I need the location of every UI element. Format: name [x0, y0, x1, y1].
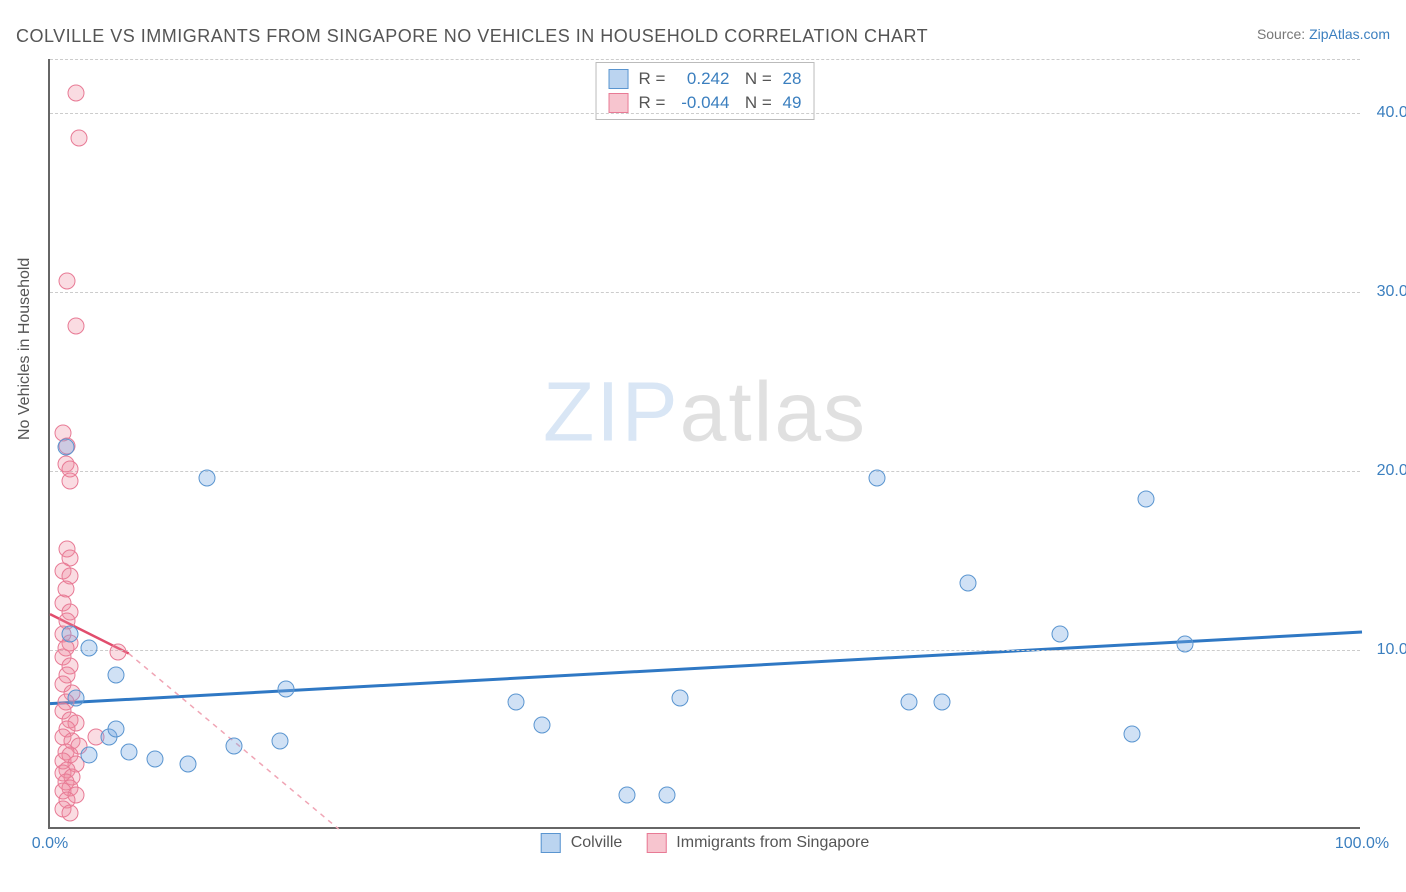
- chart-title: COLVILLE VS IMMIGRANTS FROM SINGAPORE NO…: [16, 26, 928, 47]
- gridline: [50, 292, 1360, 293]
- correlation-row: R =-0.044 N = 49: [609, 91, 802, 115]
- legend-item: Colville: [541, 833, 623, 853]
- data-point: [1176, 636, 1193, 653]
- r-value: -0.044: [671, 91, 729, 115]
- trend-lines: [50, 59, 1360, 827]
- data-point: [278, 681, 295, 698]
- gridline: [50, 471, 1360, 472]
- data-point: [61, 804, 78, 821]
- data-point: [534, 716, 551, 733]
- data-point: [59, 272, 76, 289]
- data-point: [107, 720, 124, 737]
- swatch-icon: [646, 833, 666, 853]
- data-point: [120, 743, 137, 760]
- source-link[interactable]: ZipAtlas.com: [1309, 26, 1390, 42]
- data-point: [57, 439, 74, 456]
- n-value: 49: [778, 91, 802, 115]
- data-point: [81, 639, 98, 656]
- swatch-icon: [609, 93, 629, 113]
- data-point: [61, 473, 78, 490]
- data-point: [61, 625, 78, 642]
- x-tick-label: 0.0%: [32, 835, 68, 853]
- y-tick-label: 30.0%: [1366, 283, 1406, 301]
- correlation-box: R =0.242 N = 28R =-0.044 N = 49: [596, 62, 815, 120]
- gridline: [50, 113, 1360, 114]
- r-label: R =: [639, 67, 666, 91]
- legend-item: Immigrants from Singapore: [646, 833, 869, 853]
- data-point: [68, 317, 85, 334]
- data-point: [70, 129, 87, 146]
- n-label: N =: [735, 91, 771, 115]
- data-point: [68, 690, 85, 707]
- data-point: [271, 733, 288, 750]
- chart-plot-area: ZIPatlas R =0.242 N = 28R =-0.044 N = 49…: [48, 59, 1360, 829]
- x-tick-label: 100.0%: [1335, 835, 1389, 853]
- y-tick-label: 10.0%: [1366, 641, 1406, 659]
- data-point: [225, 738, 242, 755]
- source-credit: Source: ZipAtlas.com: [1257, 26, 1390, 42]
- data-point: [1052, 625, 1069, 642]
- legend-label: Colville: [571, 834, 623, 852]
- data-point: [199, 469, 216, 486]
- data-point: [1137, 491, 1154, 508]
- y-tick-label: 40.0%: [1366, 104, 1406, 122]
- swatch-icon: [541, 833, 561, 853]
- r-label: R =: [639, 91, 666, 115]
- data-point: [507, 693, 524, 710]
- gridline: [50, 59, 1360, 60]
- data-point: [960, 575, 977, 592]
- data-point: [934, 693, 951, 710]
- correlation-row: R =0.242 N = 28: [609, 67, 802, 91]
- data-point: [107, 666, 124, 683]
- data-point: [619, 786, 636, 803]
- y-axis-label: No Vehicles in Household: [16, 258, 34, 440]
- y-tick-label: 20.0%: [1366, 462, 1406, 480]
- r-value: 0.242: [671, 67, 729, 91]
- legend-label: Immigrants from Singapore: [676, 834, 869, 852]
- swatch-icon: [609, 69, 629, 89]
- data-point: [1124, 725, 1141, 742]
- source-label: Source:: [1257, 26, 1309, 42]
- data-point: [901, 693, 918, 710]
- data-point: [179, 756, 196, 773]
- data-point: [658, 786, 675, 803]
- n-label: N =: [735, 67, 771, 91]
- data-point: [81, 747, 98, 764]
- data-point: [110, 643, 127, 660]
- data-point: [868, 469, 885, 486]
- data-point: [671, 690, 688, 707]
- legend: Colville Immigrants from Singapore: [541, 833, 870, 853]
- data-point: [68, 84, 85, 101]
- data-point: [146, 750, 163, 767]
- n-value: 28: [778, 67, 802, 91]
- gridline: [50, 650, 1360, 651]
